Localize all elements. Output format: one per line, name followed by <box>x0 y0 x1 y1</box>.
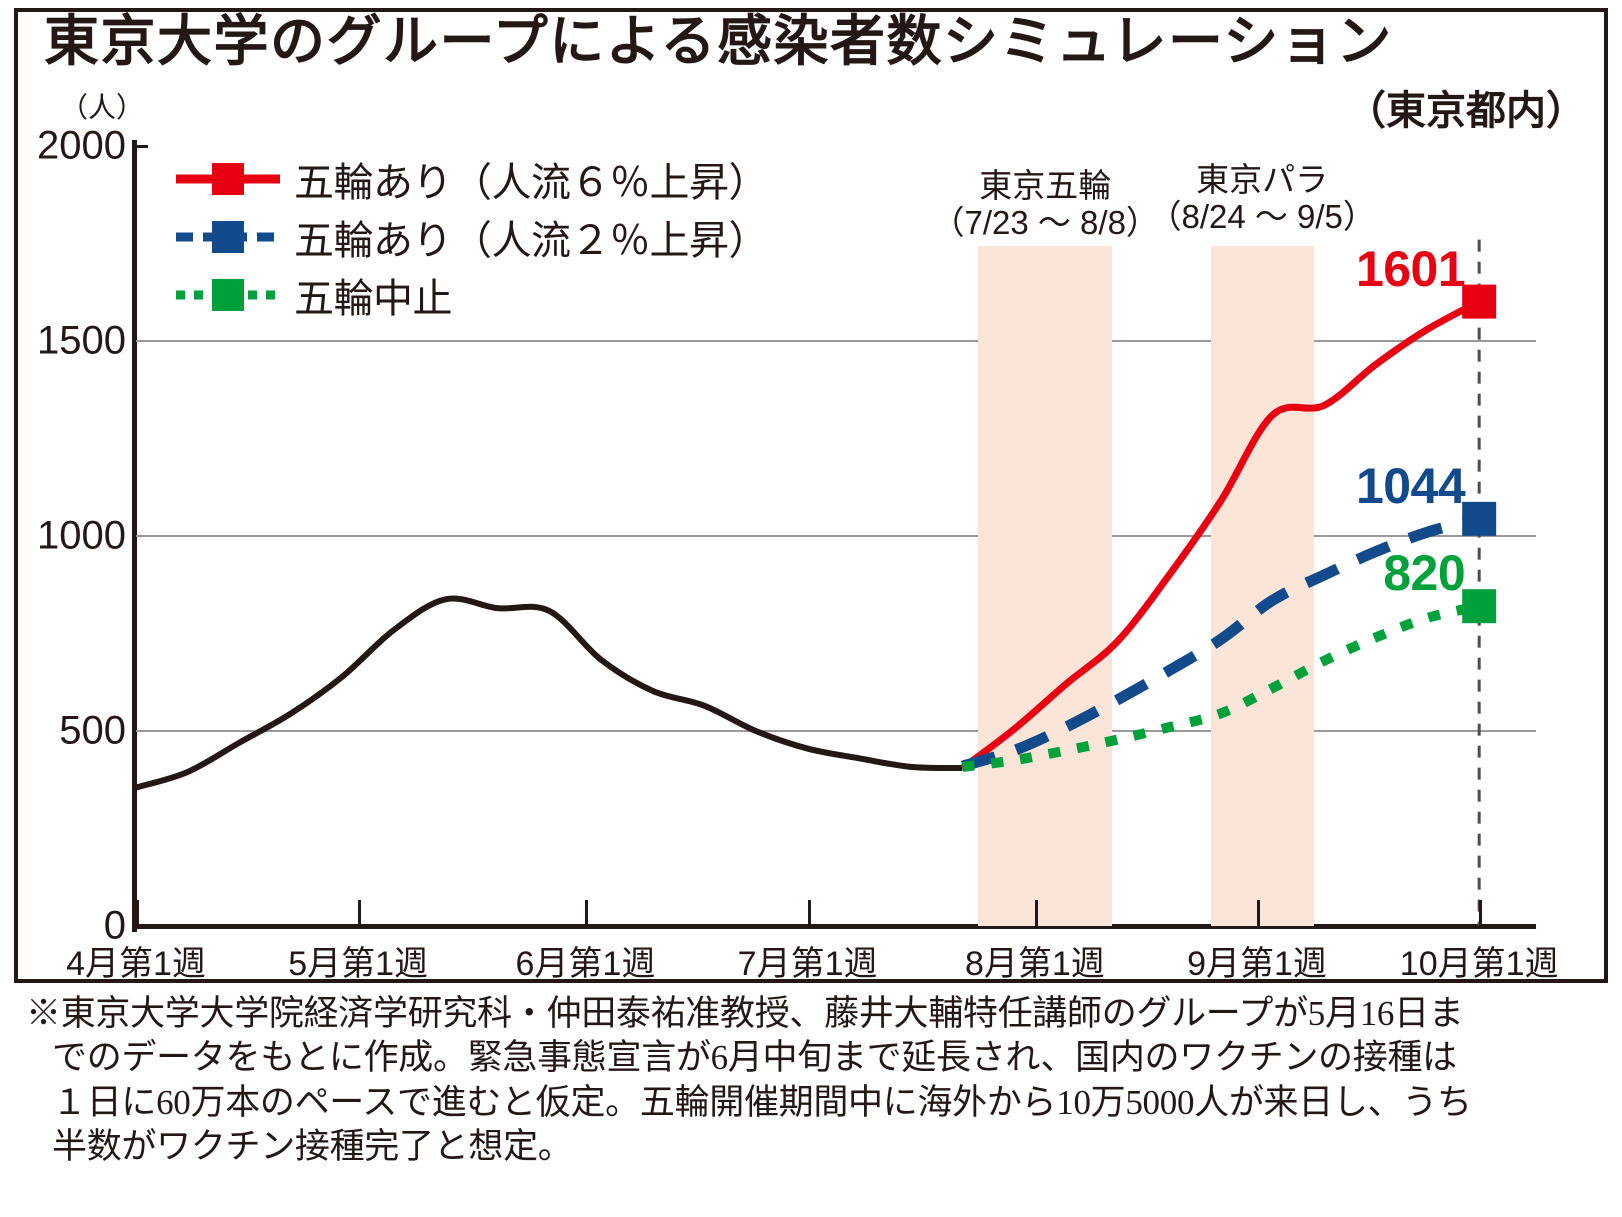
series-line <box>961 601 1481 772</box>
annotation-name: 東京五輪 <box>979 167 1112 204</box>
series-line <box>960 513 1481 772</box>
series-endpoint-marker <box>1462 501 1497 536</box>
endpoint-value-label: 1044 <box>1355 457 1466 514</box>
legend-key-dashed-blue-icon <box>176 221 280 253</box>
series-endpoint-marker <box>1462 589 1497 624</box>
gridline <box>136 730 1536 732</box>
x-axis-tick-mark <box>585 900 589 926</box>
chart-legend: 五輪あり（人流６％上昇） 五輪あり（人流２％上昇） 五輪中止 <box>176 150 796 324</box>
series-line <box>135 595 963 791</box>
y-axis-tick-label: 500 <box>59 708 126 753</box>
legend-key-dotted-green-icon <box>176 279 280 311</box>
legend-item-red[interactable]: 五輪あり（人流６％上昇） <box>176 150 796 208</box>
x-axis-tick-label: 6月第1週 <box>515 945 656 983</box>
annotation-name: 東京パラ <box>1196 161 1329 198</box>
annotation-period: （8/24 〜 9/5） <box>1148 197 1376 235</box>
endpoint-value-label: 820 <box>1383 545 1466 602</box>
footnote-line-3: １日に60万本のペースで進むと仮定。五輪開催期間中に海外から10万5000人が来… <box>52 1082 1472 1122</box>
legend-label: 五輪あり（人流２％上昇） <box>294 219 769 263</box>
x-axis-tick-label: 7月第1週 <box>737 945 878 983</box>
series-line <box>960 298 1481 771</box>
footnote-line-1: ※東京大学大学院経済学研究科・仲田泰祐准教授、藤井大輔特任講師のグループが5月1… <box>26 994 1464 1033</box>
page-title: 東京大学のグループによる感染者数シミュレーション <box>44 10 1393 72</box>
x-axis-tick-mark <box>1034 900 1038 926</box>
chart-svg <box>135 239 1497 926</box>
chart-frame <box>14 8 1608 983</box>
footnote-line-4: 半数がワクチン接種完了と想定。 <box>52 1127 573 1167</box>
y-axis-tick-label: 1500 <box>37 318 126 363</box>
plot-area <box>135 146 1536 926</box>
x-axis-line <box>132 924 1536 929</box>
legend-item-blue[interactable]: 五輪あり（人流２％上昇） <box>176 208 796 266</box>
annotation-paralympics: 東京パラ （8/24 〜 9/5） <box>1148 161 1376 236</box>
y-axis-unit-label: （人） <box>60 92 145 123</box>
y-axis-line <box>132 140 137 932</box>
x-axis-tick-label: 4月第1週 <box>66 945 206 983</box>
annotation-olympics: 東京五輪 （7/23 〜 8/8） <box>931 167 1159 242</box>
event-band-paralympics <box>1210 246 1314 926</box>
annotation-period: （7/23 〜 8/8） <box>931 203 1159 241</box>
x-axis-tick-mark <box>358 900 362 926</box>
y-axis-tick-label: 1000 <box>37 513 126 558</box>
legend-label: 五輪中止 <box>294 277 453 321</box>
footnote-line-2: でのデータをもとに作成。緊急事態宣言が6月中旬まで延長され、国内のワクチンの接種… <box>52 1038 1457 1078</box>
gridline <box>136 340 1536 342</box>
x-axis-tick-mark <box>136 900 139 926</box>
y-axis-tick-label: 2000 <box>37 123 126 168</box>
legend-item-green[interactable]: 五輪中止 <box>176 266 796 324</box>
endpoint-value-label: 1601 <box>1355 240 1466 297</box>
x-axis-tick-label: 10月第1週 <box>1399 945 1559 983</box>
legend-key-solid-red-icon <box>176 163 280 195</box>
x-axis-tick-label: 8月第1週 <box>964 945 1105 983</box>
x-axis-tick-label: 5月第1週 <box>288 945 429 983</box>
page-subtitle: （東京都内） <box>1346 89 1586 133</box>
y-axis-tick-label: 0 <box>103 903 126 948</box>
legend-label: 五輪あり（人流６％上昇） <box>294 161 769 205</box>
x-axis-tick-mark <box>1479 900 1483 926</box>
y-axis-tick-mark <box>132 145 148 148</box>
gridline <box>136 535 1536 537</box>
x-axis-tick-mark <box>1257 900 1261 926</box>
footnote: ※東京大学大学院経済学研究科・仲田泰祐准教授、藤井大輔特任講師のグループが5月1… <box>26 992 1606 1170</box>
x-axis-tick-mark <box>807 900 811 926</box>
x-axis-tick-label: 9月第1週 <box>1187 945 1327 983</box>
event-band-olympics <box>978 246 1113 926</box>
series-endpoint-marker <box>1462 284 1497 319</box>
